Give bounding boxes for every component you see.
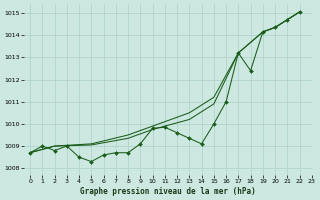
X-axis label: Graphe pression niveau de la mer (hPa): Graphe pression niveau de la mer (hPa) — [80, 187, 256, 196]
